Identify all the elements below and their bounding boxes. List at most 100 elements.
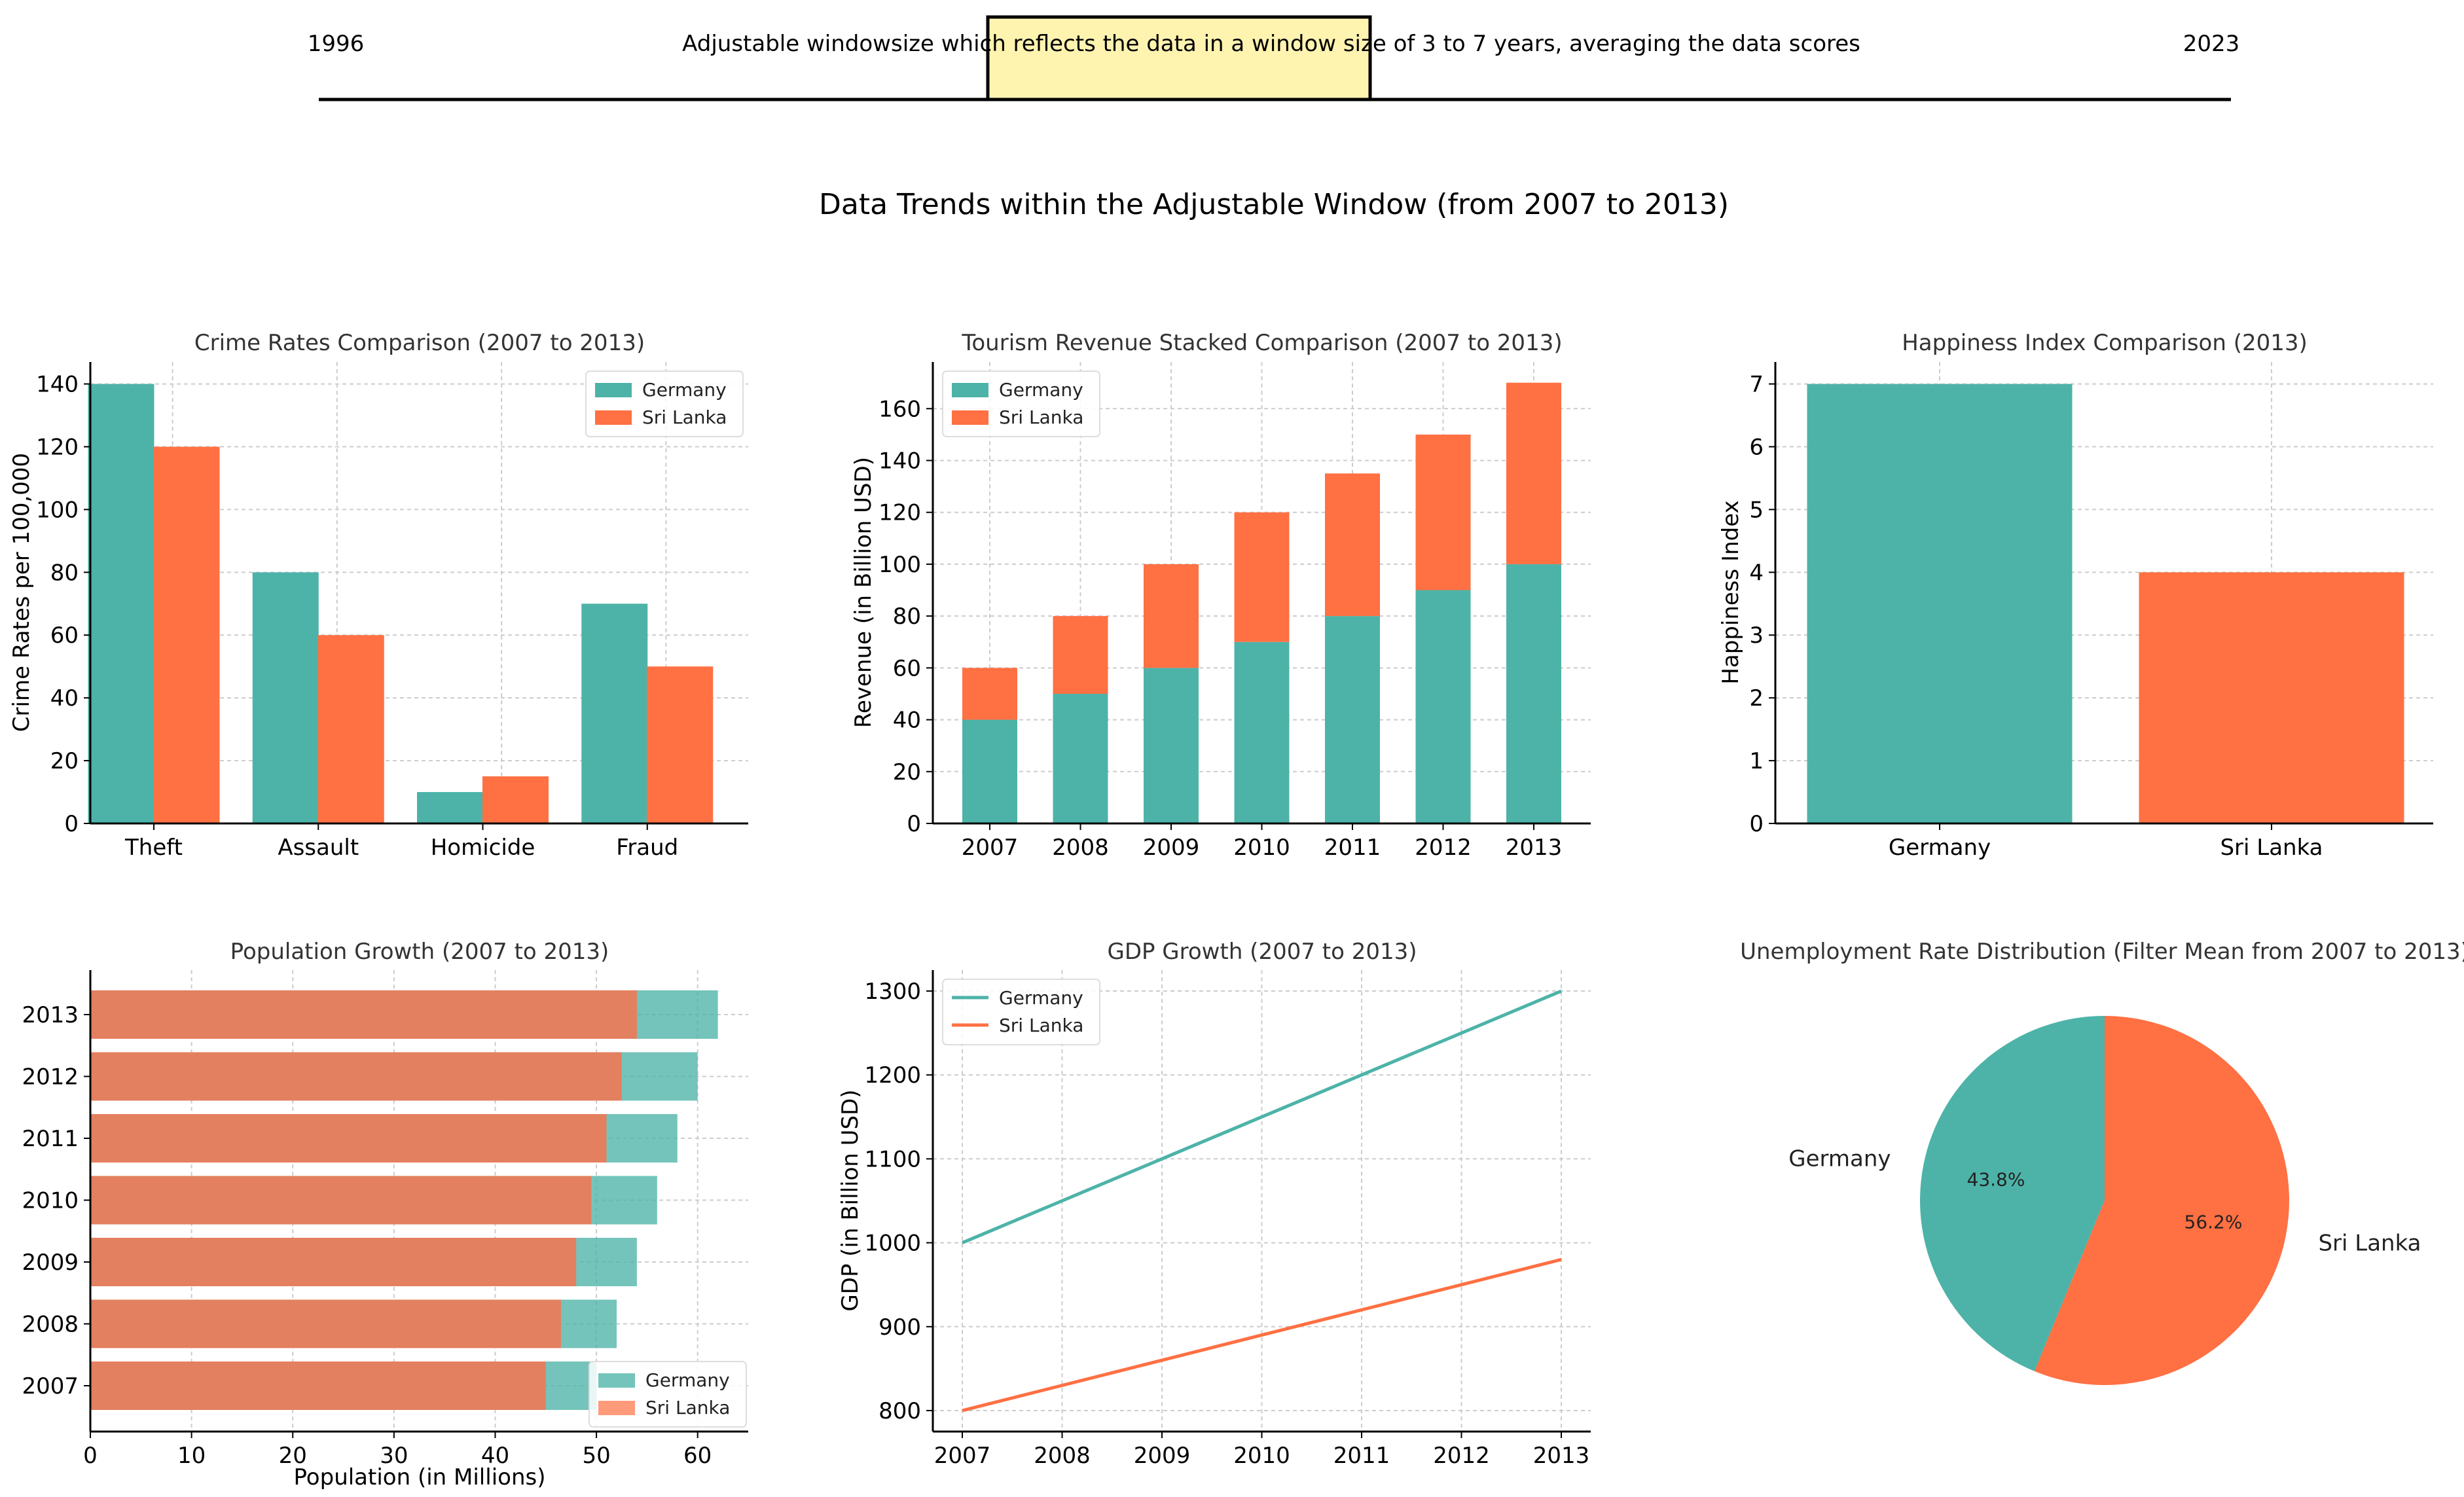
legend-label: Germany [999,379,1083,401]
y-tick-label: 800 [879,1398,921,1424]
y-tick-label: 120 [36,434,79,460]
y-tick-label: 2013 [22,1002,79,1028]
y-tick-label: 120 [879,500,921,526]
y-tick-label: 1000 [864,1231,921,1257]
legend-label: Germany [642,379,727,401]
y-tick-label: 2 [1749,685,1764,712]
line-srilanka [962,1257,1562,1413]
y-tick-label: 3 [1749,622,1764,649]
bar-srilanka-2007 [962,668,1017,720]
y-tick-label: 80 [50,560,79,586]
y-tick-label: 2010 [22,1188,79,1214]
y-tick-label: 20 [50,748,79,774]
legend-swatch [598,1401,635,1415]
x-tick-label: 2008 [1052,835,1109,861]
x-tick-label: 50 [582,1443,610,1469]
bar-srilanka-2009 [1144,564,1199,668]
slider-start-label: 1996 [308,31,365,57]
crime-rates-chart: 0 20 40 60 80 100 120 140 Theft Assault Homicide Fr… [9,330,748,861]
bar-germany-2008 [1053,693,1108,823]
x-tick-label: Sri Lanka [2220,835,2323,861]
y-tick-label: 2007 [22,1373,79,1399]
y-tick-label: 2009 [22,1250,79,1276]
y-tick-label: 0 [64,811,79,837]
bar-germany-2011 [1325,616,1380,823]
y-tick-label: 60 [50,622,79,649]
bar-srilanka-2007 [90,1362,546,1410]
chart-title: Happiness Index Comparison (2013) [1902,330,2308,356]
line-germany [962,989,1562,1244]
x-tick-label: 2007 [934,1443,991,1469]
bar-srilanka-fraud [647,666,714,823]
y-tick-label: 140 [36,372,79,398]
x-tick-label: Germany [1889,835,1991,861]
y-axis-label: Happiness Index [1718,500,1744,684]
bar-srilanka-theft [153,446,220,823]
y-tick-label: 6 [1749,434,1764,460]
y-tick-label: 2012 [22,1064,79,1091]
x-tick-label: 2012 [1433,1443,1490,1469]
y-tick-label: 7 [1749,372,1764,398]
bar-germany-2013 [1506,564,1561,823]
pie-label: Sri Lanka [2318,1230,2421,1256]
y-tick-label: 40 [50,685,79,712]
pie-slice-sri-lanka [2034,1016,2289,1385]
chart-title: Tourism Revenue Stacked Comparison (2007… [961,330,1562,356]
pie-slice-germany [1919,1016,2105,1371]
bar-srilanka-2008 [1053,616,1108,694]
bar-srilanka-homicide [482,776,549,823]
legend-label: Germany [645,1369,730,1391]
bar-sri-lanka [2139,572,2404,823]
y-tick-label: 0 [907,811,921,837]
slider-end-label: 2023 [2183,31,2240,57]
slider-window-handle[interactable] [986,15,1372,101]
population-growth-chart: 2007 2008 2009 2010 2011 2012 2013 0 10 20 30 40 50 6… [22,939,748,1490]
y-tick-label: 140 [879,448,921,475]
y-tick-label: 1200 [864,1062,921,1089]
x-tick-label: 20 [279,1443,307,1469]
y-tick-label: 1300 [864,979,921,1005]
y-tick-label: 80 [893,604,921,630]
x-tick-label: 2013 [1506,835,1563,861]
bar-srilanka-2013 [90,990,637,1039]
y-axis-label: Crime Rates per 100,000 [9,453,35,732]
y-tick-label: 100 [36,497,79,523]
bar-germany-homicide [417,792,483,823]
tourism-revenue-chart: 0 20 40 60 80 100 120 140 160 2007 2008 2009 2010 201… [850,330,1591,861]
x-tick-label: 2012 [1415,835,1472,861]
y-tick-label: 2011 [22,1126,79,1152]
bar-germany-fraud [581,604,648,823]
bar-srilanka-assault [317,635,384,823]
x-tick-label: 2013 [1533,1443,1590,1469]
legend-swatch [952,410,988,425]
bar-germany-theft [88,384,154,823]
pie-percent-label: 43.8% [1967,1168,2025,1190]
main-title: Data Trends within the Adjustable Window… [819,188,1729,221]
bar-srilanka-2012 [90,1052,622,1101]
x-tick-label: Homicide [431,835,535,861]
x-tick-label: Assault [278,835,359,861]
time-window-slider[interactable]: 1996 2023 Adjustable windowsize which re… [308,15,2240,101]
y-tick-label: 60 [893,655,921,681]
legend-label: Sri Lanka [999,406,1083,428]
pie-percent-label: 56.2% [2184,1212,2243,1233]
x-tick-label: Fraud [616,835,678,861]
y-tick-label: 4 [1749,560,1764,586]
chart-title: Population Growth (2007 to 2013) [230,939,609,965]
x-tick-label: 0 [83,1443,98,1469]
x-tick-label: 2011 [1333,1443,1390,1469]
x-tick-label: Theft [124,835,183,861]
legend-swatch [595,410,632,425]
x-axis-label: Population (in Millions) [294,1464,546,1490]
legend-label: Sri Lanka [642,406,727,428]
y-tick-label: 900 [879,1314,921,1341]
chart-title: Unemployment Rate Distribution (Filter M… [1740,939,2464,965]
happiness-index-chart: 0 1 2 3 4 5 6 7 Germany Sri Lanka Happiness Index … [1718,330,2433,861]
y-tick-label: 100 [879,552,921,578]
legend-label: Sri Lanka [645,1397,730,1418]
bar-srilanka-2009 [90,1238,577,1286]
x-tick-label: 2009 [1134,1443,1191,1469]
x-tick-label: 2011 [1324,835,1381,861]
y-tick-label: 0 [1749,811,1764,837]
